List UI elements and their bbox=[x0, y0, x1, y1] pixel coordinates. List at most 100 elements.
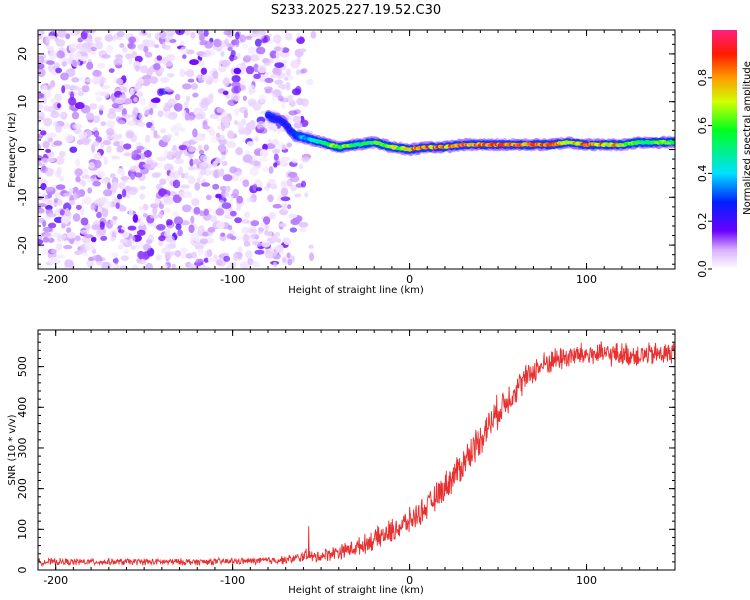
noise-speckle bbox=[120, 169, 125, 176]
noise-speckle bbox=[213, 38, 222, 48]
noise-speckle bbox=[240, 62, 247, 71]
noise-speckle bbox=[163, 86, 171, 92]
noise-speckle bbox=[219, 134, 225, 141]
noise-speckle bbox=[221, 190, 227, 199]
noise-speckle bbox=[247, 46, 256, 55]
noise-speckle bbox=[96, 261, 104, 266]
noise-speckle bbox=[143, 45, 149, 53]
noise-speckle bbox=[128, 207, 133, 217]
noise-speckle bbox=[53, 62, 60, 69]
noise-speckle bbox=[187, 78, 195, 83]
noise-speckle bbox=[159, 31, 169, 39]
noise-speckle bbox=[296, 97, 304, 106]
noise-speckle bbox=[229, 194, 234, 202]
noise-speckle bbox=[53, 216, 64, 224]
noise-speckle bbox=[223, 30, 232, 36]
noise-speckle bbox=[188, 263, 194, 269]
noise-speckle bbox=[181, 204, 192, 213]
noise-speckle bbox=[46, 132, 57, 138]
noise-speckle bbox=[254, 38, 262, 47]
noise-speckle bbox=[195, 258, 202, 264]
figure-title: S233.2025.227.19.52.C30 bbox=[271, 3, 441, 18]
y-tick-label: 100 bbox=[16, 519, 29, 540]
noise-speckle bbox=[167, 243, 177, 249]
noise-speckle bbox=[69, 31, 78, 37]
noise-speckle bbox=[66, 227, 72, 234]
noise-speckle bbox=[138, 113, 144, 120]
noise-speckle bbox=[95, 36, 103, 42]
noise-speckle bbox=[136, 229, 146, 236]
noise-speckle bbox=[183, 101, 189, 108]
noise-speckle bbox=[129, 87, 135, 95]
noise-speckle bbox=[38, 208, 46, 215]
noise-speckle bbox=[130, 173, 136, 181]
noise-speckle bbox=[157, 110, 164, 117]
noise-speckle bbox=[295, 69, 301, 76]
noise-speckle bbox=[203, 257, 209, 263]
signal-track bbox=[264, 109, 675, 157]
noise-speckle bbox=[149, 76, 159, 84]
noise-speckle bbox=[209, 129, 216, 137]
noise-speckle bbox=[112, 216, 118, 221]
noise-speckle bbox=[109, 173, 116, 179]
noise-speckle bbox=[264, 77, 274, 84]
noise-speckle bbox=[92, 69, 102, 77]
y-tick-label: 400 bbox=[16, 397, 29, 418]
noise-speckle bbox=[274, 79, 284, 85]
noise-speckle bbox=[128, 36, 137, 44]
noise-speckle bbox=[95, 41, 104, 50]
track-core bbox=[671, 140, 675, 144]
noise-speckle bbox=[73, 192, 78, 201]
noise-speckle bbox=[230, 210, 237, 217]
noise-speckle bbox=[184, 172, 189, 180]
noise-speckle bbox=[59, 209, 65, 216]
noise-speckle bbox=[61, 222, 66, 229]
noise-speckle bbox=[110, 236, 116, 242]
noise-speckle bbox=[82, 47, 92, 53]
noise-speckle bbox=[42, 248, 49, 255]
noise-speckle bbox=[283, 237, 292, 246]
noise-speckle bbox=[187, 175, 196, 185]
noise-speckle bbox=[188, 146, 197, 153]
noise-speckle bbox=[139, 193, 146, 200]
noise-speckle bbox=[286, 252, 291, 259]
noise-speckle bbox=[237, 254, 243, 261]
noise-speckle bbox=[85, 112, 94, 120]
colorbar-tick-label: 0.8 bbox=[696, 69, 709, 87]
noise-speckle bbox=[123, 238, 128, 243]
noise-speckle bbox=[148, 66, 154, 75]
noise-speckle bbox=[281, 72, 287, 79]
noise-speckle bbox=[86, 61, 94, 70]
noise-speckle bbox=[189, 158, 194, 167]
noise-speckle bbox=[221, 202, 232, 210]
noise-speckle bbox=[81, 198, 92, 205]
noise-speckle bbox=[187, 166, 196, 171]
noise-speckle bbox=[137, 44, 144, 51]
noise-speckle bbox=[136, 145, 145, 151]
noise-speckle bbox=[233, 253, 239, 262]
noise-speckle bbox=[243, 129, 250, 136]
noise-speckle bbox=[174, 250, 182, 258]
noise-speckle bbox=[162, 263, 168, 269]
noise-speckle bbox=[60, 216, 70, 224]
noise-speckle bbox=[261, 240, 271, 248]
noise-speckle bbox=[155, 183, 163, 190]
noise-speckle bbox=[56, 234, 67, 240]
noise-speckle bbox=[203, 208, 210, 216]
noise-speckle bbox=[287, 258, 293, 266]
noise-speckle bbox=[87, 178, 95, 184]
x-tick-label: -200 bbox=[43, 574, 68, 587]
noise-speckle bbox=[90, 46, 97, 52]
noise-speckle bbox=[54, 192, 61, 199]
noise-speckle bbox=[66, 232, 76, 239]
noise-speckle bbox=[41, 84, 48, 93]
noise-speckle bbox=[110, 252, 119, 258]
noise-speckle bbox=[38, 178, 48, 185]
noise-speckle bbox=[199, 264, 205, 269]
noise-speckle bbox=[273, 67, 282, 77]
noise-speckle bbox=[45, 35, 51, 44]
noise-speckle bbox=[64, 259, 74, 268]
noise-speckle bbox=[221, 160, 228, 166]
noise-speckle bbox=[243, 54, 252, 61]
noise-speckle bbox=[89, 103, 98, 110]
